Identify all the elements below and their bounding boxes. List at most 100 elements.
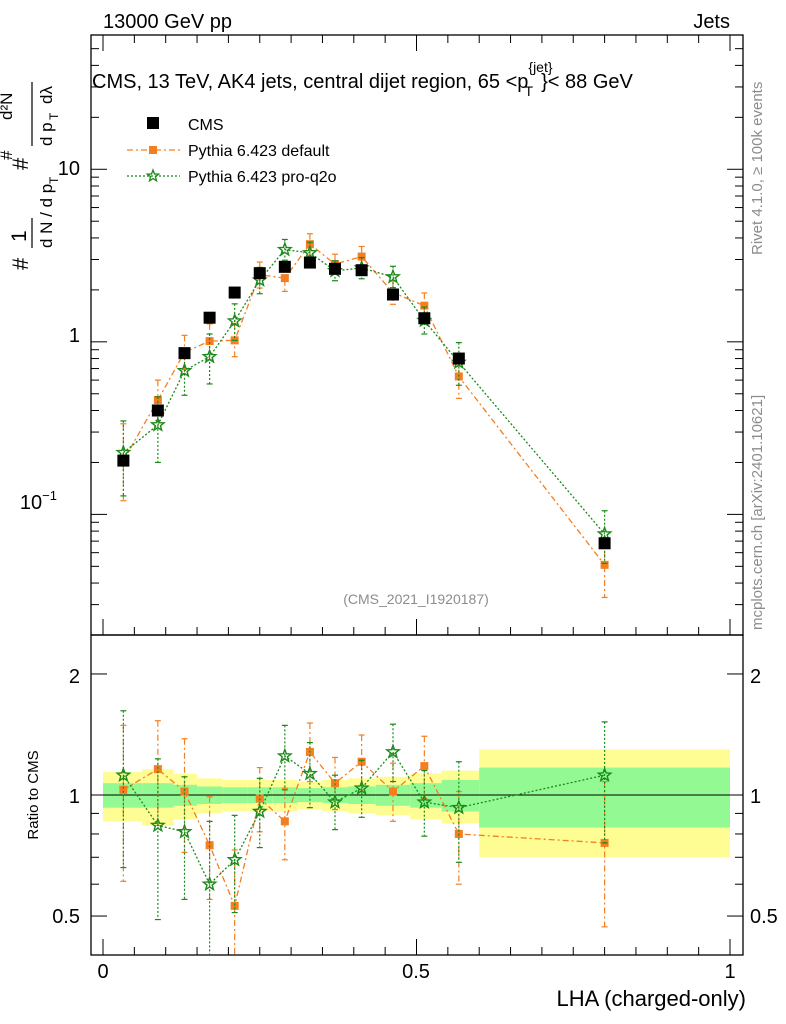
ratio-proq2o-series [115,710,613,955]
svg-text:dλ: dλ [37,86,56,104]
ratio-proq2o-series-point [276,747,293,763]
ratio-default-series-point [205,841,214,850]
ratio-proq2o-series-point [596,766,613,783]
ratio-proq2o-series-point [416,793,433,810]
ratio-ytick-label-1: 1 [69,786,80,808]
cms-point [151,404,164,417]
legend-label-cms: CMS [188,117,224,134]
legend-label-default: Pythia 6.423 default [188,143,330,160]
xtick-label-0: 0 [97,961,108,983]
proq2o-series-point [201,348,218,364]
rivet-label: Rivet 4.1.0, ≥ 100k events [749,82,766,255]
ratio-proq2o-series-point [326,793,344,810]
default-series-point [153,396,162,405]
ratio-bands [103,749,730,858]
cms-point [228,286,241,299]
ratio-ytick-label-right-0.5: 0.5 [750,906,778,928]
ratio-proq2o-series-point [115,766,132,783]
cms-point [328,262,341,275]
ratio-proq2o-series-point [353,779,370,796]
ratio-ytick-label-2: 2 [69,666,80,688]
ratio-proq2o-series-point [149,816,166,833]
default-series [119,233,609,599]
main-series [115,233,613,599]
ratio-proq2o-series-point [251,802,268,819]
proq2o-series-point [596,525,613,541]
ratio-default-series-point [180,787,189,796]
ytick-label-10: 10 [58,158,80,180]
proq2o-series-point [301,244,318,260]
proq2o-series-line [122,249,606,535]
cms-point [178,347,191,360]
ratio-default-series-point [330,779,339,788]
svg-text:1: 1 [8,230,31,242]
xtick-label-0.5: 0.5 [402,961,430,983]
svg-text:#: # [0,150,16,160]
legend-label-proq2o: Pythia 6.423 pro-q2o [188,169,337,186]
cms-point [253,267,266,280]
proq2o-series-point [176,362,193,378]
ratio-default-series-point [280,817,289,826]
mcplots-label: mcplots.cern.ch [arXiv:2401.10621] [749,395,766,630]
analysis-watermark: (CMS_2021_I1920187) [343,591,489,607]
svg-text:#: # [8,257,33,270]
ratio-proq2o-series-point [450,799,467,815]
ratio-default-series-point [119,785,128,794]
svg-text:T: T [47,112,61,120]
cms-point [303,256,316,269]
svg-text:#: # [8,157,33,170]
cms-point [203,311,216,324]
legend-marker-default [149,146,157,154]
ratio-ylabel: Ratio to CMS [25,750,42,839]
default-series-point [205,337,214,346]
header-right: Jets [693,11,730,33]
svg-text:d²N: d²N [0,93,16,120]
svg-text:T: T [47,176,61,184]
default-series-point [420,301,429,310]
proq2o-series-point [149,416,166,432]
svg-text:d N / d p: d N / d p [37,184,56,248]
ratio-proq2o-series-point [201,875,218,892]
ratio-default-series-point [420,762,429,771]
ratio-default-series-point [388,787,397,796]
ytick-label-0.1: 10−1 [20,488,57,514]
main-title: CMS, 13 TeV, AK4 jets, central dijet reg… [92,59,633,99]
default-series-point [600,560,609,569]
cms-point [278,260,291,273]
ratio-proq2o-series-point [301,765,318,781]
cms-point [418,312,431,325]
ratio-band-inner [441,779,480,812]
ratio-default-series-point [230,901,239,910]
ratio-ytick-label-0.5: 0.5 [52,906,80,928]
ytick-label-1: 1 [69,325,80,347]
cms-point [452,352,465,365]
cms-point [598,537,611,550]
proq2o-series [115,238,613,564]
header-left: 13000 GeV pp [103,11,232,33]
cms-series [117,256,611,550]
legend: CMS Pythia 6.423 default Pythia 6.423 pr… [127,117,337,186]
legend-marker-proq2o [145,168,161,183]
proq2o-series-point [384,268,402,284]
ratio-proq2o-series-line [122,750,605,886]
legend-marker-cms [147,117,159,129]
ratio-proq2o-series-point [226,851,243,867]
ratio-default-series-line [123,750,605,909]
default-series-line [122,243,606,566]
ratio-proq2o-series-point [176,823,193,839]
default-series-point [305,240,314,249]
x-axis-label: LHA (charged-only) [556,986,746,1011]
ratio-ytick-label-right-1: 1 [750,786,761,808]
ratio-proq2o-series-point [384,743,402,759]
ratio-series [115,710,613,955]
main-ylabel: # 1 d N / d p T # # d²N d p T dλ [0,82,61,270]
xtick-label-1: 1 [724,961,735,983]
default-series-point [357,252,366,261]
axis-ticks [91,35,743,956]
proq2o-series-point [226,312,243,328]
cms-point [386,288,399,301]
default-series-point [280,274,289,283]
cms-point [117,454,130,467]
cms-point [355,264,368,277]
